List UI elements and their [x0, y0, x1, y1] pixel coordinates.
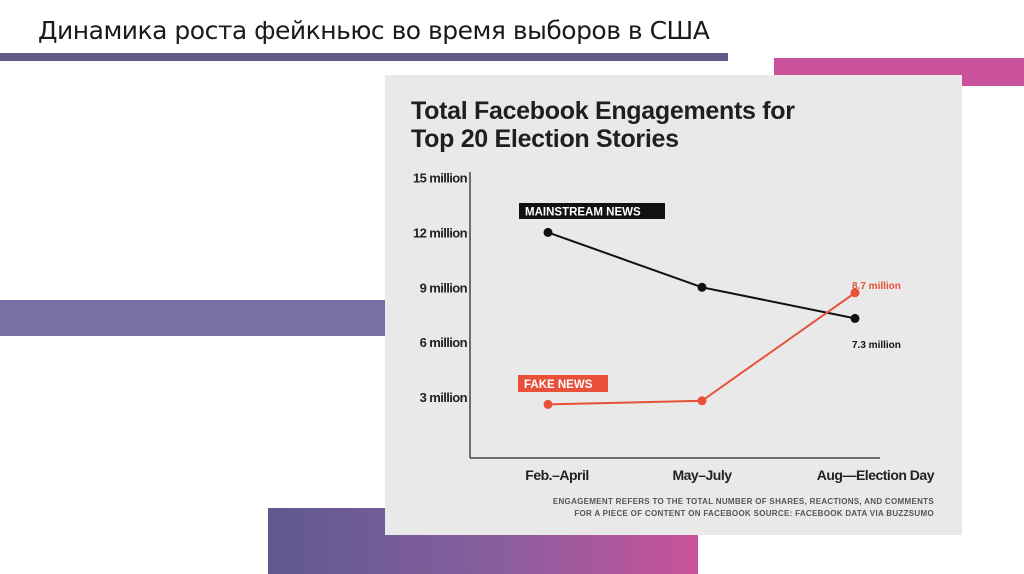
slide-title: Динамика роста фейкньюс во время выборов…: [38, 16, 710, 45]
data-point: [697, 396, 707, 406]
end-label-fake: 8.7 million: [852, 281, 901, 292]
x-tick-label: Feb.–April: [525, 467, 588, 483]
title-underline-bar: [0, 53, 728, 61]
legend-label-fake: FAKE NEWS: [524, 379, 593, 391]
footnote-line1: ENGAGEMENT REFERS TO THE TOTAL NUMBER OF…: [552, 497, 934, 506]
data-point: [543, 227, 553, 237]
x-tick-label: May–July: [672, 467, 732, 483]
data-point: [850, 288, 860, 298]
series-line-mainstream-news: [547, 231, 856, 320]
y-tick-label: 6 million: [420, 335, 468, 350]
data-point: [697, 282, 707, 292]
y-tick-label: 15 million: [413, 171, 468, 186]
x-tick-label: Aug—Election Day: [817, 467, 935, 483]
legend-label-mainstream: MAINSTREAM NEWS: [525, 207, 641, 219]
chart-title-line2: Top 20 Election Stories: [411, 125, 679, 153]
legend-box-fake: [518, 375, 608, 392]
y-tick-label: 9 million: [420, 280, 468, 295]
data-point: [850, 313, 860, 323]
y-tick-label: 3 million: [420, 390, 468, 405]
data-point: [543, 399, 553, 409]
chart-title-line1: Total Facebook Engagements for: [411, 97, 795, 125]
chart-title: Total Facebook Engagements for Top 20 El…: [411, 97, 795, 153]
y-tick-label: 12 million: [413, 225, 468, 240]
legend-box-mainstream: [519, 203, 665, 219]
decorative-purple-bar: [0, 300, 390, 336]
footnote-line2: FOR A PIECE OF CONTENT ON FACEBOOK SOURC…: [574, 509, 934, 518]
end-label-mainstream: 7.3 million: [852, 340, 901, 351]
